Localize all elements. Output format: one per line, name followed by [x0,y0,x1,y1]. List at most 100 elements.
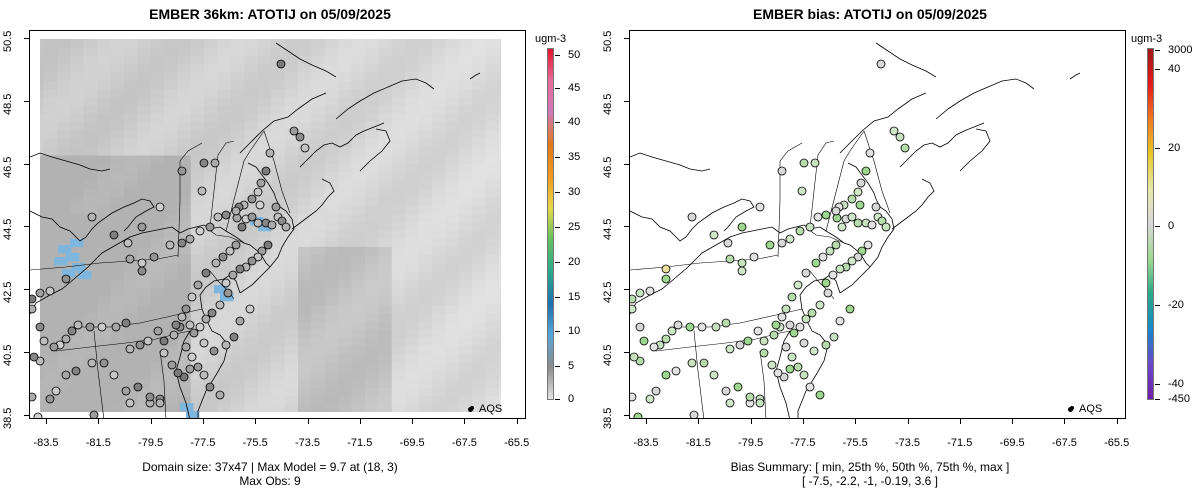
grid-cell [378,313,393,322]
grid-cell [110,97,125,107]
grid-cell [485,271,500,281]
x-tick-mark [959,419,961,424]
grid-cell [351,80,366,90]
grid-cell [43,138,58,148]
grid-cell [405,47,420,57]
grid-cell [70,47,85,57]
station-marker [737,266,747,276]
grid-cell [311,147,326,156]
grid-cell [324,246,339,256]
grid-cell [110,363,125,372]
grid-cell [485,130,500,140]
grid-cell [70,114,85,123]
grid-cell [123,80,138,90]
grid-cell [217,163,232,173]
station-marker [153,326,163,336]
grid-cell [445,246,460,256]
grid-cell [43,172,58,181]
grid-cell [311,197,326,206]
grid-cell [405,147,420,156]
station-marker [635,356,645,366]
grid-cell [485,205,500,215]
grid-cell [432,280,446,289]
grid-cell [204,147,219,156]
high-concentration-cell [70,239,84,248]
grid-cell [284,363,299,372]
grid-cell [391,404,406,414]
grid-cell [351,379,366,389]
grid-cell [271,238,286,248]
grid-cell [391,39,406,49]
grid-cell [190,404,205,414]
grid-cell [83,155,98,165]
grid-cell [458,80,473,90]
grid-cell [123,72,138,82]
grid-cell [298,304,312,314]
grid-cell [137,80,152,90]
grid-cell [445,346,460,356]
model-grid-cells [30,31,525,418]
station-marker [853,252,863,262]
x-tick-mark [46,419,47,424]
grid-cell [164,280,178,289]
station-marker [205,222,215,232]
grid-cell [391,55,406,65]
grid-cell [231,255,245,264]
grid-cell [257,296,272,306]
station-marker [210,158,220,168]
grid-cell [257,64,272,73]
grid-cell [298,354,312,364]
grid-cell [324,89,339,98]
grid-cell [123,379,138,389]
colorbar-tick [1155,50,1160,51]
grid-cell [271,80,286,90]
grid-cell [418,138,433,148]
station-marker [861,166,871,176]
grid-cell [351,404,366,414]
grid-cell [445,188,460,198]
grid-cell [190,346,205,356]
station-marker [143,336,153,346]
grid-cell [445,387,460,397]
grid-cell [231,138,245,148]
grid-cell [43,163,58,173]
right-footer-line1: Bias Summary: [ min, 25th %, 50th %, 75t… [730,460,1010,474]
grid-cell [164,246,178,256]
grid-cell [83,55,98,65]
station-marker [45,394,55,404]
grid-cell [204,80,219,90]
grid-cell [97,105,111,115]
grid-cell [190,172,205,181]
station-marker [209,346,219,356]
grid-cell [257,321,272,331]
grid-cell [150,172,165,181]
grid-cell [485,180,500,190]
grid-cell [324,55,339,65]
grid-cell [338,354,353,364]
station-marker [30,294,37,304]
grid-cell [271,313,286,322]
grid-cell [150,346,165,356]
grid-cell [110,80,125,90]
left-footer-line1: Domain size: 37x47 | Max Model = 9.7 at … [142,460,398,474]
grid-cell [56,155,71,165]
grid-cell [472,188,487,198]
state-border [630,254,779,271]
grid-cell [338,89,353,98]
grid-cell [311,130,326,140]
grid-cell [311,371,326,381]
grid-cell [338,80,353,90]
grid-cell [351,47,366,57]
grid-cell [418,180,433,190]
grid-cell [257,39,272,49]
grid-cell [177,114,192,123]
x-tick-mark [202,419,204,424]
grid-cell [311,321,326,331]
grid-cell [231,105,245,115]
grid-cell [311,230,326,239]
grid-cell [110,271,125,281]
grid-cell [244,329,259,339]
grid-cell [150,371,165,381]
station-marker [73,320,83,330]
x-tick-mark [855,419,857,424]
